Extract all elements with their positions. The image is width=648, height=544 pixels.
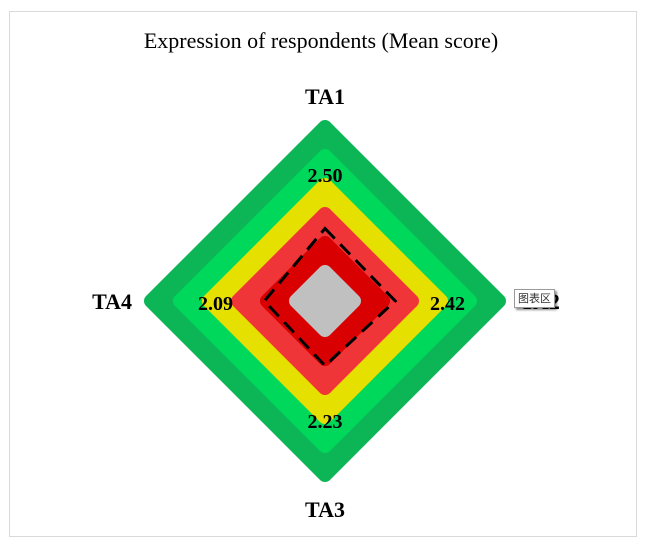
axis-label-ta1: TA1 xyxy=(305,84,345,109)
axis-label-ta3: TA3 xyxy=(305,497,345,522)
radar-series xyxy=(262,226,398,368)
value-label-ta2: 2.42 xyxy=(430,293,465,315)
series-line xyxy=(262,226,398,368)
radar-bands xyxy=(144,120,506,482)
value-label-ta4: 2.09 xyxy=(198,293,233,315)
value-label-ta3: 2.23 xyxy=(308,411,343,433)
chart-title: Expression of respondents (Mean score) xyxy=(144,28,498,53)
value-labels: 2.50 2.42 2.23 2.09 xyxy=(198,165,465,433)
radar-band-1 xyxy=(289,265,361,337)
chart-area-tooltip: 图表区 xyxy=(514,289,555,308)
value-label-ta1: 2.50 xyxy=(308,165,343,187)
axis-label-ta4: TA4 xyxy=(92,289,132,314)
